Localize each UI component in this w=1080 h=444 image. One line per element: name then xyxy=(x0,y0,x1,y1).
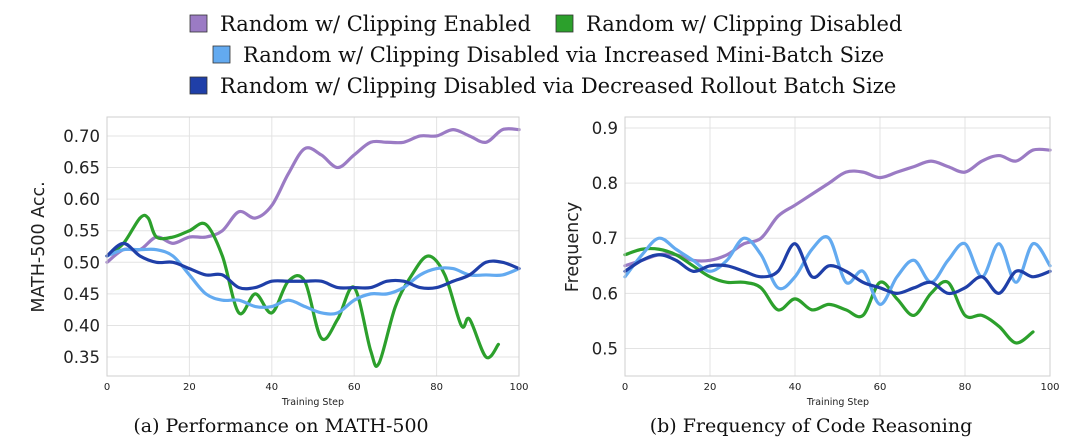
legend-swatch-decreased-rollout xyxy=(189,76,208,95)
chart-b-series xyxy=(623,147,1052,345)
chart-b-xtick-label-3: 60 xyxy=(874,382,887,393)
chart-b-series-line-decreased-rollout xyxy=(623,242,1052,296)
chart-b-ytick-label-2: 0.7 xyxy=(592,229,618,248)
chart-b-ytick-label-4: 0.9 xyxy=(592,119,618,138)
legend-entry-clipping-disabled: Random w/ Clipping Disabled xyxy=(555,12,902,36)
chart-a-ytick-label-7: 0.70 xyxy=(63,127,100,146)
legend-swatch-increased-mini-batch xyxy=(212,45,231,64)
chart-b-xtick-label-4: 80 xyxy=(959,382,972,393)
chart-a-ticks: 0.35 0.40 0.45 0.50 0.55 0.60 0.65 0.70 0 20 40 60 8… xyxy=(63,127,528,393)
chart-a-ytick-label-1: 0.40 xyxy=(63,316,100,335)
chart-b-xtick-label-1: 20 xyxy=(704,382,717,393)
legend-label-clipping-enabled: Random w/ Clipping Enabled xyxy=(220,12,531,36)
chart-a-caption: (a) Performance on MATH-500 xyxy=(133,415,428,437)
chart-a-series-line-clipping-enabled xyxy=(105,127,521,264)
chart-a-xtick-label-2: 40 xyxy=(265,382,278,393)
chart-a-series-line-clipping-disabled xyxy=(105,213,500,368)
chart-code-reasoning-frequency: 0.5 0.6 0.7 0.8 0.9 0 20 40 60 80 100 Frequency Tr… xyxy=(563,116,1060,437)
chart-b-ytick-label-3: 0.8 xyxy=(592,174,618,193)
chart-a-xtick-label-0: 0 xyxy=(104,382,110,393)
chart-a-ytick-label-4: 0.55 xyxy=(63,222,100,241)
legend: Random w/ Clipping Enabled Random w/ Cli… xyxy=(189,12,902,98)
chart-a-xtick-label-5: 100 xyxy=(509,382,528,393)
legend-swatch-clipping-disabled xyxy=(555,14,574,33)
chart-a-series-line-increased-mini-batch xyxy=(105,247,521,316)
chart-a-xtick-label-1: 20 xyxy=(183,382,196,393)
chart-b-series-line-clipping-disabled xyxy=(623,246,1035,345)
chart-a-ytick-label-6: 0.65 xyxy=(63,159,100,178)
chart-a-series-line-decreased-rollout xyxy=(105,241,521,291)
chart-math500-accuracy: 0.35 0.40 0.45 0.50 0.55 0.60 0.65 0.70 0 20 40 60 8… xyxy=(29,116,529,437)
chart-a-frame xyxy=(106,116,520,377)
chart-b-gridlines xyxy=(624,117,1051,376)
chart-b-ytick-label-0: 0.5 xyxy=(592,339,618,358)
chart-a-ytick-label-0: 0.35 xyxy=(63,348,100,367)
chart-b-caption: (b) Frequency of Code Reasoning xyxy=(650,415,973,437)
legend-label-clipping-disabled: Random w/ Clipping Disabled xyxy=(586,12,902,36)
chart-b-y-axis-title: Frequency xyxy=(563,202,583,292)
legend-label-increased-mini-batch: Random w/ Clipping Disabled via Increase… xyxy=(243,43,884,67)
chart-b-series-line-clipping-enabled xyxy=(623,147,1052,268)
chart-b-xtick-label-0: 0 xyxy=(622,382,628,393)
chart-b-ytick-label-1: 0.6 xyxy=(592,284,618,303)
legend-entry-decreased-rollout: Random w/ Clipping Disabled via Decrease… xyxy=(189,74,896,98)
legend-label-decreased-rollout: Random w/ Clipping Disabled via Decrease… xyxy=(220,74,896,98)
chart-a-series xyxy=(105,127,521,368)
chart-a-xtick-label-3: 60 xyxy=(348,382,361,393)
chart-b-ticks: 0.5 0.6 0.7 0.8 0.9 0 20 40 60 80 100 xyxy=(592,119,1060,393)
legend-entry-increased-mini-batch: Random w/ Clipping Disabled via Increase… xyxy=(212,43,884,67)
chart-a-x-axis-title: Training Step xyxy=(281,397,344,408)
chart-a-y-axis-title: MATH-500 Acc. xyxy=(29,181,49,312)
chart-a-gridlines xyxy=(106,117,520,376)
chart-b-xtick-label-2: 40 xyxy=(789,382,802,393)
legend-swatch-clipping-enabled xyxy=(189,14,208,33)
chart-a-ytick-label-3: 0.50 xyxy=(63,253,100,272)
legend-entry-clipping-enabled: Random w/ Clipping Enabled xyxy=(189,12,531,36)
chart-b-frame xyxy=(624,116,1051,377)
chart-b-xtick-label-5: 100 xyxy=(1040,382,1059,393)
chart-a-xtick-label-4: 80 xyxy=(430,382,443,393)
chart-b-x-axis-title: Training Step xyxy=(806,397,869,408)
chart-a-ytick-label-5: 0.60 xyxy=(63,190,100,209)
chart-a-ytick-label-2: 0.45 xyxy=(63,285,100,304)
